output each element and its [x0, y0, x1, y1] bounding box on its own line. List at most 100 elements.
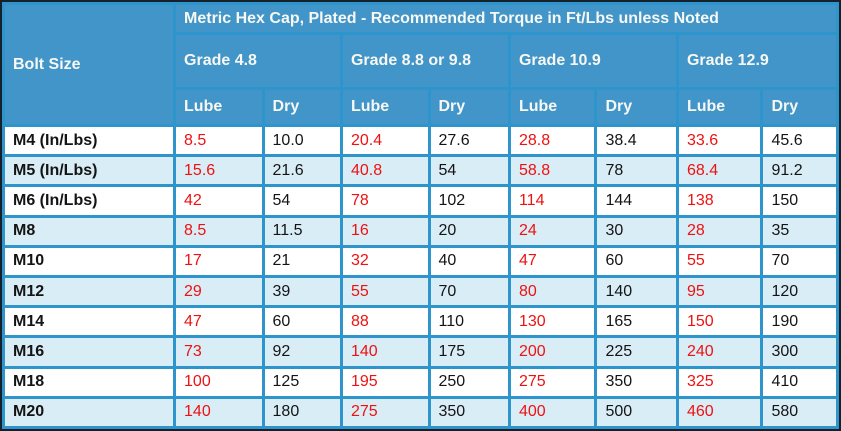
lube-header: Lube — [675, 87, 764, 127]
dry-value-cell: 125 — [261, 365, 343, 399]
dry-value-cell: 10.0 — [261, 123, 343, 158]
grade-header-row: Grade 4.8 Grade 8.8 or 9.8 Grade 10.9 Gr… — [4, 32, 840, 90]
lube-value-cell: 88 — [339, 305, 431, 339]
bolt-size-cell: M4 (In/Lbs) — [1, 123, 177, 158]
lube-value-cell: 32 — [339, 244, 431, 278]
lube-value-cell: 17 — [173, 244, 265, 278]
lube-value-cell: 73 — [173, 335, 265, 369]
lube-value-cell: 325 — [675, 365, 764, 399]
lube-value-cell: 20.4 — [339, 123, 431, 158]
bolt-size-cell: M10 — [1, 244, 177, 278]
lube-value-cell: 42 — [173, 184, 265, 218]
lube-value-cell: 28.8 — [507, 123, 598, 158]
dry-header: Dry — [427, 87, 511, 127]
dry-value-cell: 27.6 — [427, 123, 511, 158]
lube-value-cell: 95 — [675, 274, 764, 309]
dry-value-cell: 70 — [760, 244, 839, 278]
bolt-size-cell: M6 (In/Lbs) — [1, 184, 177, 218]
dry-value-cell: 20 — [427, 214, 511, 248]
dry-value-cell: 39 — [261, 274, 343, 309]
table-row: M18 100 125 195 250 275 350 325 410 — [1, 365, 839, 399]
dry-value-cell: 350 — [594, 365, 679, 399]
table-row: M12 29 39 55 70 80 140 95 120 — [1, 274, 839, 309]
table-row: M16 73 92 140 175 200 225 240 300 — [1, 335, 839, 369]
dry-value-cell: 102 — [427, 184, 511, 218]
lube-dry-header-row: Lube Dry Lube Dry Lube Dry Lube Dry — [4, 87, 839, 127]
dry-value-cell: 225 — [594, 335, 679, 369]
table-row: M6 (In/Lbs) 42 54 78 102 114 144 138 150 — [1, 184, 839, 218]
bolt-size-cell: M12 — [1, 274, 177, 309]
lube-value-cell: 138 — [675, 184, 764, 218]
dry-value-cell: 300 — [760, 335, 839, 369]
lube-value-cell: 15.6 — [173, 154, 265, 188]
dry-value-cell: 250 — [427, 365, 511, 399]
dry-value-cell: 45.6 — [760, 123, 839, 158]
lube-value-cell: 140 — [339, 335, 431, 369]
lube-value-cell: 55 — [675, 244, 764, 278]
bolt-size-cell: M16 — [1, 335, 177, 369]
table-row: M8 8.5 11.5 16 20 24 30 28 35 — [1, 214, 839, 248]
dry-value-cell: 78 — [594, 154, 679, 188]
table-body: M4 (In/Lbs) 8.5 10.0 20.4 27.6 28.8 38.4 33.6 45… — [1, 123, 839, 430]
table-row: M14 47 60 88 110 130 165 150 190 — [1, 305, 839, 339]
dry-value-cell: 60 — [594, 244, 679, 278]
lube-value-cell: 68.4 — [675, 154, 764, 188]
lube-value-cell: 16 — [339, 214, 431, 248]
dry-header: Dry — [594, 87, 679, 127]
dry-value-cell: 144 — [594, 184, 679, 218]
lube-value-cell: 114 — [507, 184, 598, 218]
dry-value-cell: 180 — [261, 395, 343, 430]
lube-value-cell: 40.8 — [339, 154, 431, 188]
dry-value-cell: 54 — [261, 184, 343, 218]
lube-value-cell: 80 — [507, 274, 598, 309]
table-title-row: Bolt Size Metric Hex Cap, Plated - Recom… — [1, 2, 839, 127]
lube-header: Lube — [339, 87, 431, 127]
bolt-size-cell: M8 — [1, 214, 177, 248]
dry-value-cell: 21.6 — [261, 154, 343, 188]
dry-value-cell: 92 — [261, 335, 343, 369]
lube-value-cell: 240 — [675, 335, 764, 369]
dry-value-cell: 500 — [594, 395, 679, 430]
lube-header: Lube — [173, 87, 265, 127]
table-row: M4 (In/Lbs) 8.5 10.0 20.4 27.6 28.8 38.4 33.6 45… — [1, 123, 839, 158]
dry-value-cell: 70 — [427, 274, 511, 309]
lube-value-cell: 460 — [675, 395, 764, 430]
lube-value-cell: 400 — [507, 395, 598, 430]
dry-value-cell: 580 — [760, 395, 839, 430]
dry-value-cell: 140 — [594, 274, 679, 309]
dry-value-cell: 40 — [427, 244, 511, 278]
dry-value-cell: 35 — [760, 214, 839, 248]
dry-value-cell: 54 — [427, 154, 511, 188]
dry-value-cell: 60 — [261, 305, 343, 339]
dry-value-cell: 30 — [594, 214, 679, 248]
dry-header: Dry — [261, 87, 343, 127]
table-row: M10 17 21 32 40 47 60 55 70 — [1, 244, 839, 278]
lube-value-cell: 275 — [507, 365, 598, 399]
grade-12-9-header: Grade 12.9 — [675, 32, 840, 90]
lube-value-cell: 130 — [507, 305, 598, 339]
lube-value-cell: 100 — [173, 365, 265, 399]
lube-value-cell: 140 — [173, 395, 265, 430]
lube-header: Lube — [507, 87, 598, 127]
lube-value-cell: 24 — [507, 214, 598, 248]
lube-value-cell: 8.5 — [173, 123, 265, 158]
dry-value-cell: 21 — [261, 244, 343, 278]
bolt-size-cell: M5 (In/Lbs) — [1, 154, 177, 188]
bolt-size-cell: M14 — [1, 305, 177, 339]
lube-value-cell: 47 — [507, 244, 598, 278]
dry-value-cell: 350 — [427, 395, 511, 430]
dry-value-cell: 38.4 — [594, 123, 679, 158]
dry-value-cell: 150 — [760, 184, 839, 218]
dry-value-cell: 120 — [760, 274, 839, 309]
dry-value-cell: 91.2 — [760, 154, 839, 188]
lube-value-cell: 8.5 — [173, 214, 265, 248]
lube-value-cell: 58.8 — [507, 154, 598, 188]
dry-value-cell: 190 — [760, 305, 839, 339]
grade-10-9-header: Grade 10.9 — [507, 32, 679, 90]
dry-header: Dry — [760, 87, 839, 127]
bolt-size-cell: M20 — [1, 395, 177, 430]
lube-value-cell: 195 — [339, 365, 431, 399]
table-row: M20 140 180 275 350 400 500 460 580 — [1, 395, 839, 430]
